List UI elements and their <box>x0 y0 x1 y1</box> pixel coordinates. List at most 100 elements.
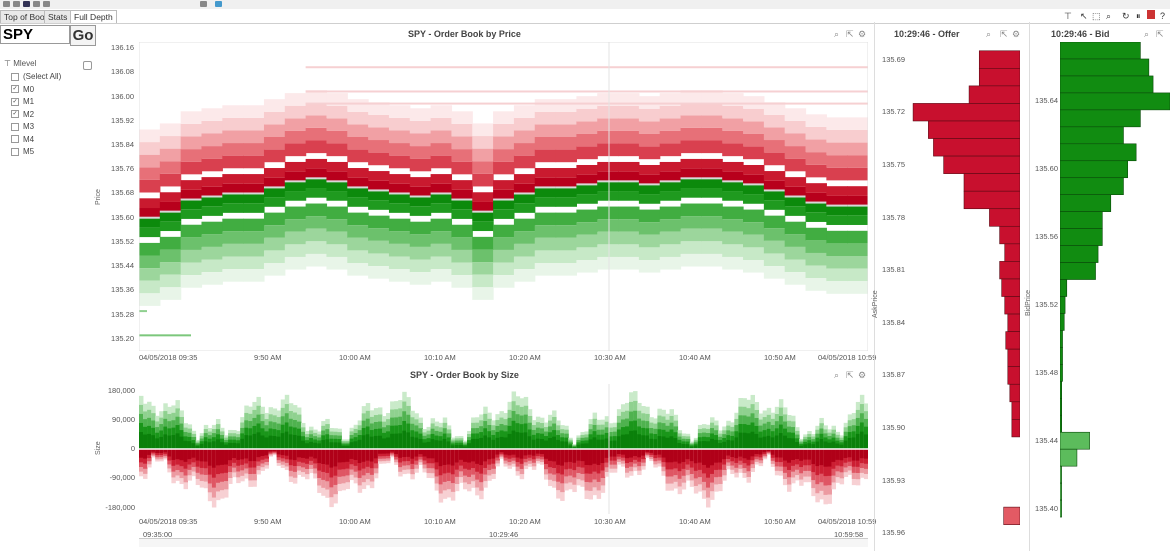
heatmap-bid-cell <box>638 247 661 260</box>
heatmap-offer-cell <box>139 167 161 180</box>
heatmap-offer-cell <box>493 149 515 162</box>
heatmap-offer-cell <box>159 192 182 202</box>
pointer-icon[interactable]: ↖ <box>1080 11 1088 21</box>
filter-item[interactable]: (Select All) <box>11 72 61 81</box>
filter-item[interactable]: M5 <box>11 147 34 156</box>
size-bid-bar <box>701 441 707 449</box>
offer-bar-chart[interactable] <box>908 42 1020 551</box>
heatmap-bid-cell <box>638 184 661 195</box>
heatmap-bid-cell <box>597 256 619 270</box>
heatmap-bid-cell <box>347 250 369 264</box>
reload-icon[interactable]: ↻ <box>1122 11 1130 21</box>
time-brush[interactable] <box>139 538 868 547</box>
size-offer-bar <box>373 449 379 459</box>
price-chart-settings-icon[interactable]: ⚙ <box>858 29 867 39</box>
checkbox-icon[interactable] <box>11 72 19 81</box>
open-icon[interactable] <box>3 1 10 7</box>
offer-chart-settings-icon[interactable]: ⚙ <box>1012 29 1021 39</box>
heatmap-offer-cell <box>722 171 744 182</box>
size-offer-bar <box>438 449 444 467</box>
popout-icon[interactable] <box>83 61 92 70</box>
size-bid-bar <box>171 435 176 449</box>
offer-chart-popout-icon[interactable]: ⇱ <box>1000 29 1008 39</box>
size-offer-bar <box>284 449 290 456</box>
export-icon[interactable] <box>23 1 30 7</box>
size-offer-bar <box>236 449 241 460</box>
filter-item[interactable]: ✓ M1 <box>11 97 34 106</box>
heatmap-bid-cell <box>493 275 515 288</box>
bid-chart-popout-icon[interactable]: ⇱ <box>1156 29 1164 39</box>
save-icon[interactable] <box>13 1 20 7</box>
heatmap-offer-cell <box>388 130 411 144</box>
size-offer-bar <box>422 449 427 457</box>
checkbox-icon[interactable] <box>11 147 19 156</box>
filter-item[interactable]: M3 <box>11 122 34 131</box>
print-icon[interactable] <box>33 1 40 7</box>
heatmap-bid-cell <box>263 237 286 251</box>
size-offer-bar <box>527 449 533 455</box>
price-heatmap[interactable] <box>139 42 868 351</box>
ticker-input[interactable] <box>0 25 70 44</box>
price-chart-popout-icon[interactable]: ⇱ <box>846 29 854 39</box>
tab-stats[interactable]: Stats <box>44 10 72 23</box>
size-chart-popout-icon[interactable]: ⇱ <box>846 370 854 380</box>
pdf-icon[interactable] <box>1147 10 1155 19</box>
size-bid-bar <box>361 435 367 449</box>
size-offer-bar <box>211 449 217 468</box>
checked-checkbox-icon[interactable]: ✓ <box>11 85 19 94</box>
marquee-icon[interactable]: ⬚ <box>1092 11 1101 21</box>
heatmap-bid-cell <box>534 263 557 276</box>
heatmap-bid-cell <box>159 211 182 222</box>
price-chart-zoom-icon[interactable]: ⌕ <box>834 29 840 39</box>
heatmap-offer-cell <box>409 177 432 187</box>
checked-checkbox-icon[interactable]: ✓ <box>11 97 19 106</box>
heatmap-offer-cell <box>388 117 411 131</box>
heatmap-bid-cell <box>180 199 203 210</box>
size-chart-zoom-icon[interactable]: ⌕ <box>834 370 840 380</box>
price-xtick-label: 10:10 AM <box>424 353 456 362</box>
zoom-icon[interactable]: ⌕ <box>1106 11 1112 21</box>
heatmap-bid-cell <box>680 216 702 229</box>
size-offer-bar <box>418 449 423 455</box>
heatmap-offer-cell <box>159 161 182 174</box>
filter-funnel-icon[interactable]: ⊤ <box>1064 11 1072 21</box>
size-bid-bar <box>795 442 800 449</box>
heatmap-bid-cell <box>555 197 577 207</box>
checkbox-icon[interactable] <box>11 122 19 131</box>
heatmap-bid-cell <box>430 218 453 232</box>
heatmap-offer-cell <box>493 161 515 175</box>
heatmap-bid-cell <box>576 209 598 223</box>
filter-item[interactable]: ✓ M0 <box>11 85 34 94</box>
checkbox-icon[interactable] <box>11 135 19 144</box>
size-chart-settings-icon[interactable]: ⚙ <box>858 370 867 380</box>
filter-item[interactable]: ✓ M2 <box>11 110 34 119</box>
filter-icon[interactable] <box>200 1 207 7</box>
heatmap-bid-cell <box>159 221 182 232</box>
bid-chart-zoom-icon[interactable]: ⌕ <box>1144 29 1150 39</box>
heatmap-offer-cell <box>701 90 723 103</box>
heatmap-bid-cell <box>826 205 848 216</box>
help-icon[interactable]: ? <box>1160 11 1166 21</box>
heatmap-offer-cell <box>597 118 619 131</box>
heatmap-offer-cell <box>201 177 223 187</box>
tab-full-depth[interactable]: Full Depth <box>70 10 117 23</box>
refresh-icon[interactable] <box>43 1 50 7</box>
heatmap-bid-cell <box>284 181 307 192</box>
select-icon[interactable] <box>215 1 222 7</box>
size-bid-bar <box>369 436 375 449</box>
filter-item[interactable]: M4 <box>11 135 34 144</box>
pause-icon[interactable]: ⏸ <box>1136 11 1141 21</box>
go-button[interactable]: Go <box>70 25 96 46</box>
size-offer-bar <box>762 449 768 453</box>
heatmap-offer-cell <box>368 140 390 153</box>
size-offer-bar <box>499 449 504 453</box>
heatmap-offer-cell <box>680 102 702 116</box>
bid-bar-chart[interactable] <box>1060 42 1170 551</box>
heatmap-bid-cell <box>659 244 682 257</box>
checked-checkbox-icon[interactable]: ✓ <box>11 110 19 119</box>
offer-chart-zoom-icon[interactable]: ⌕ <box>986 29 992 39</box>
heatmap-offer-cell <box>638 164 661 175</box>
size-area-chart[interactable] <box>139 384 868 514</box>
heatmap-offer-cell <box>430 130 453 144</box>
heatmap-bid-cell <box>493 224 515 238</box>
